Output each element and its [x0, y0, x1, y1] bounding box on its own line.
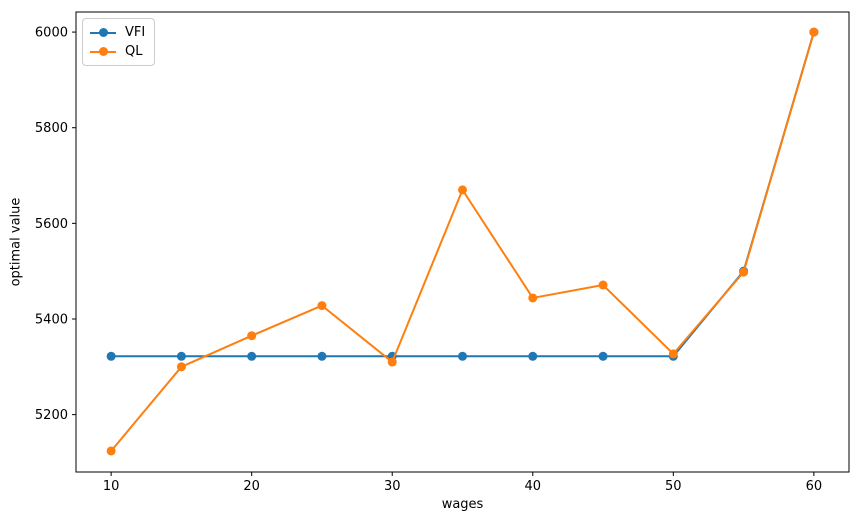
legend-label-ql: QL: [125, 44, 143, 59]
y-tick-label: 5200: [35, 408, 68, 423]
vfi-data-marker: [598, 351, 608, 361]
y-tick-label: 5600: [35, 217, 68, 232]
vfi-legend-dot-icon: [98, 28, 108, 37]
x-tick-label: 40: [524, 479, 541, 494]
vfi-data-marker: [106, 351, 116, 361]
ql-data-marker: [739, 267, 749, 277]
ql-data-marker: [809, 27, 819, 37]
vfi-data-marker: [317, 351, 327, 361]
legend-label-vfi: VFI: [125, 25, 146, 40]
x-axis-label: wages: [441, 497, 484, 512]
ql-data-marker: [598, 280, 608, 290]
y-tick-label: 6000: [35, 26, 68, 41]
x-tick-label: 30: [384, 479, 401, 494]
ql-data-marker: [317, 301, 327, 311]
vfi-data-marker: [458, 351, 467, 361]
x-tick-label: 20: [243, 479, 260, 494]
legend-entry-ql: QL: [90, 42, 145, 61]
x-tick-label: 10: [103, 479, 120, 494]
vfi-data-marker: [247, 351, 257, 361]
ql-data-marker: [176, 362, 186, 372]
y-axis-label: optimal value: [8, 197, 24, 287]
y-tick-label: 5400: [35, 312, 68, 327]
ql-data-marker: [668, 349, 678, 359]
legend: VFI QL: [82, 18, 156, 66]
plot-border: [75, 11, 850, 473]
ql-line-marker-sample: [90, 45, 116, 58]
ql-data-marker: [387, 357, 397, 367]
ql-data-marker: [106, 446, 116, 456]
y-tick-label: 5800: [35, 121, 68, 136]
legend-entry-vfi: VFI: [90, 23, 145, 42]
vfi-data-marker: [176, 351, 186, 361]
x-tick-label: 60: [806, 479, 823, 494]
ql-data-marker: [458, 185, 467, 195]
ql-data-marker: [528, 293, 538, 303]
ql-data-marker: [247, 331, 257, 341]
x-tick-label: 50: [665, 479, 682, 494]
ql-legend-dot-icon: [98, 47, 108, 56]
ql-series-line: [110, 31, 815, 452]
vfi-line-marker-sample: [90, 26, 116, 39]
vfi-data-marker: [528, 351, 538, 361]
